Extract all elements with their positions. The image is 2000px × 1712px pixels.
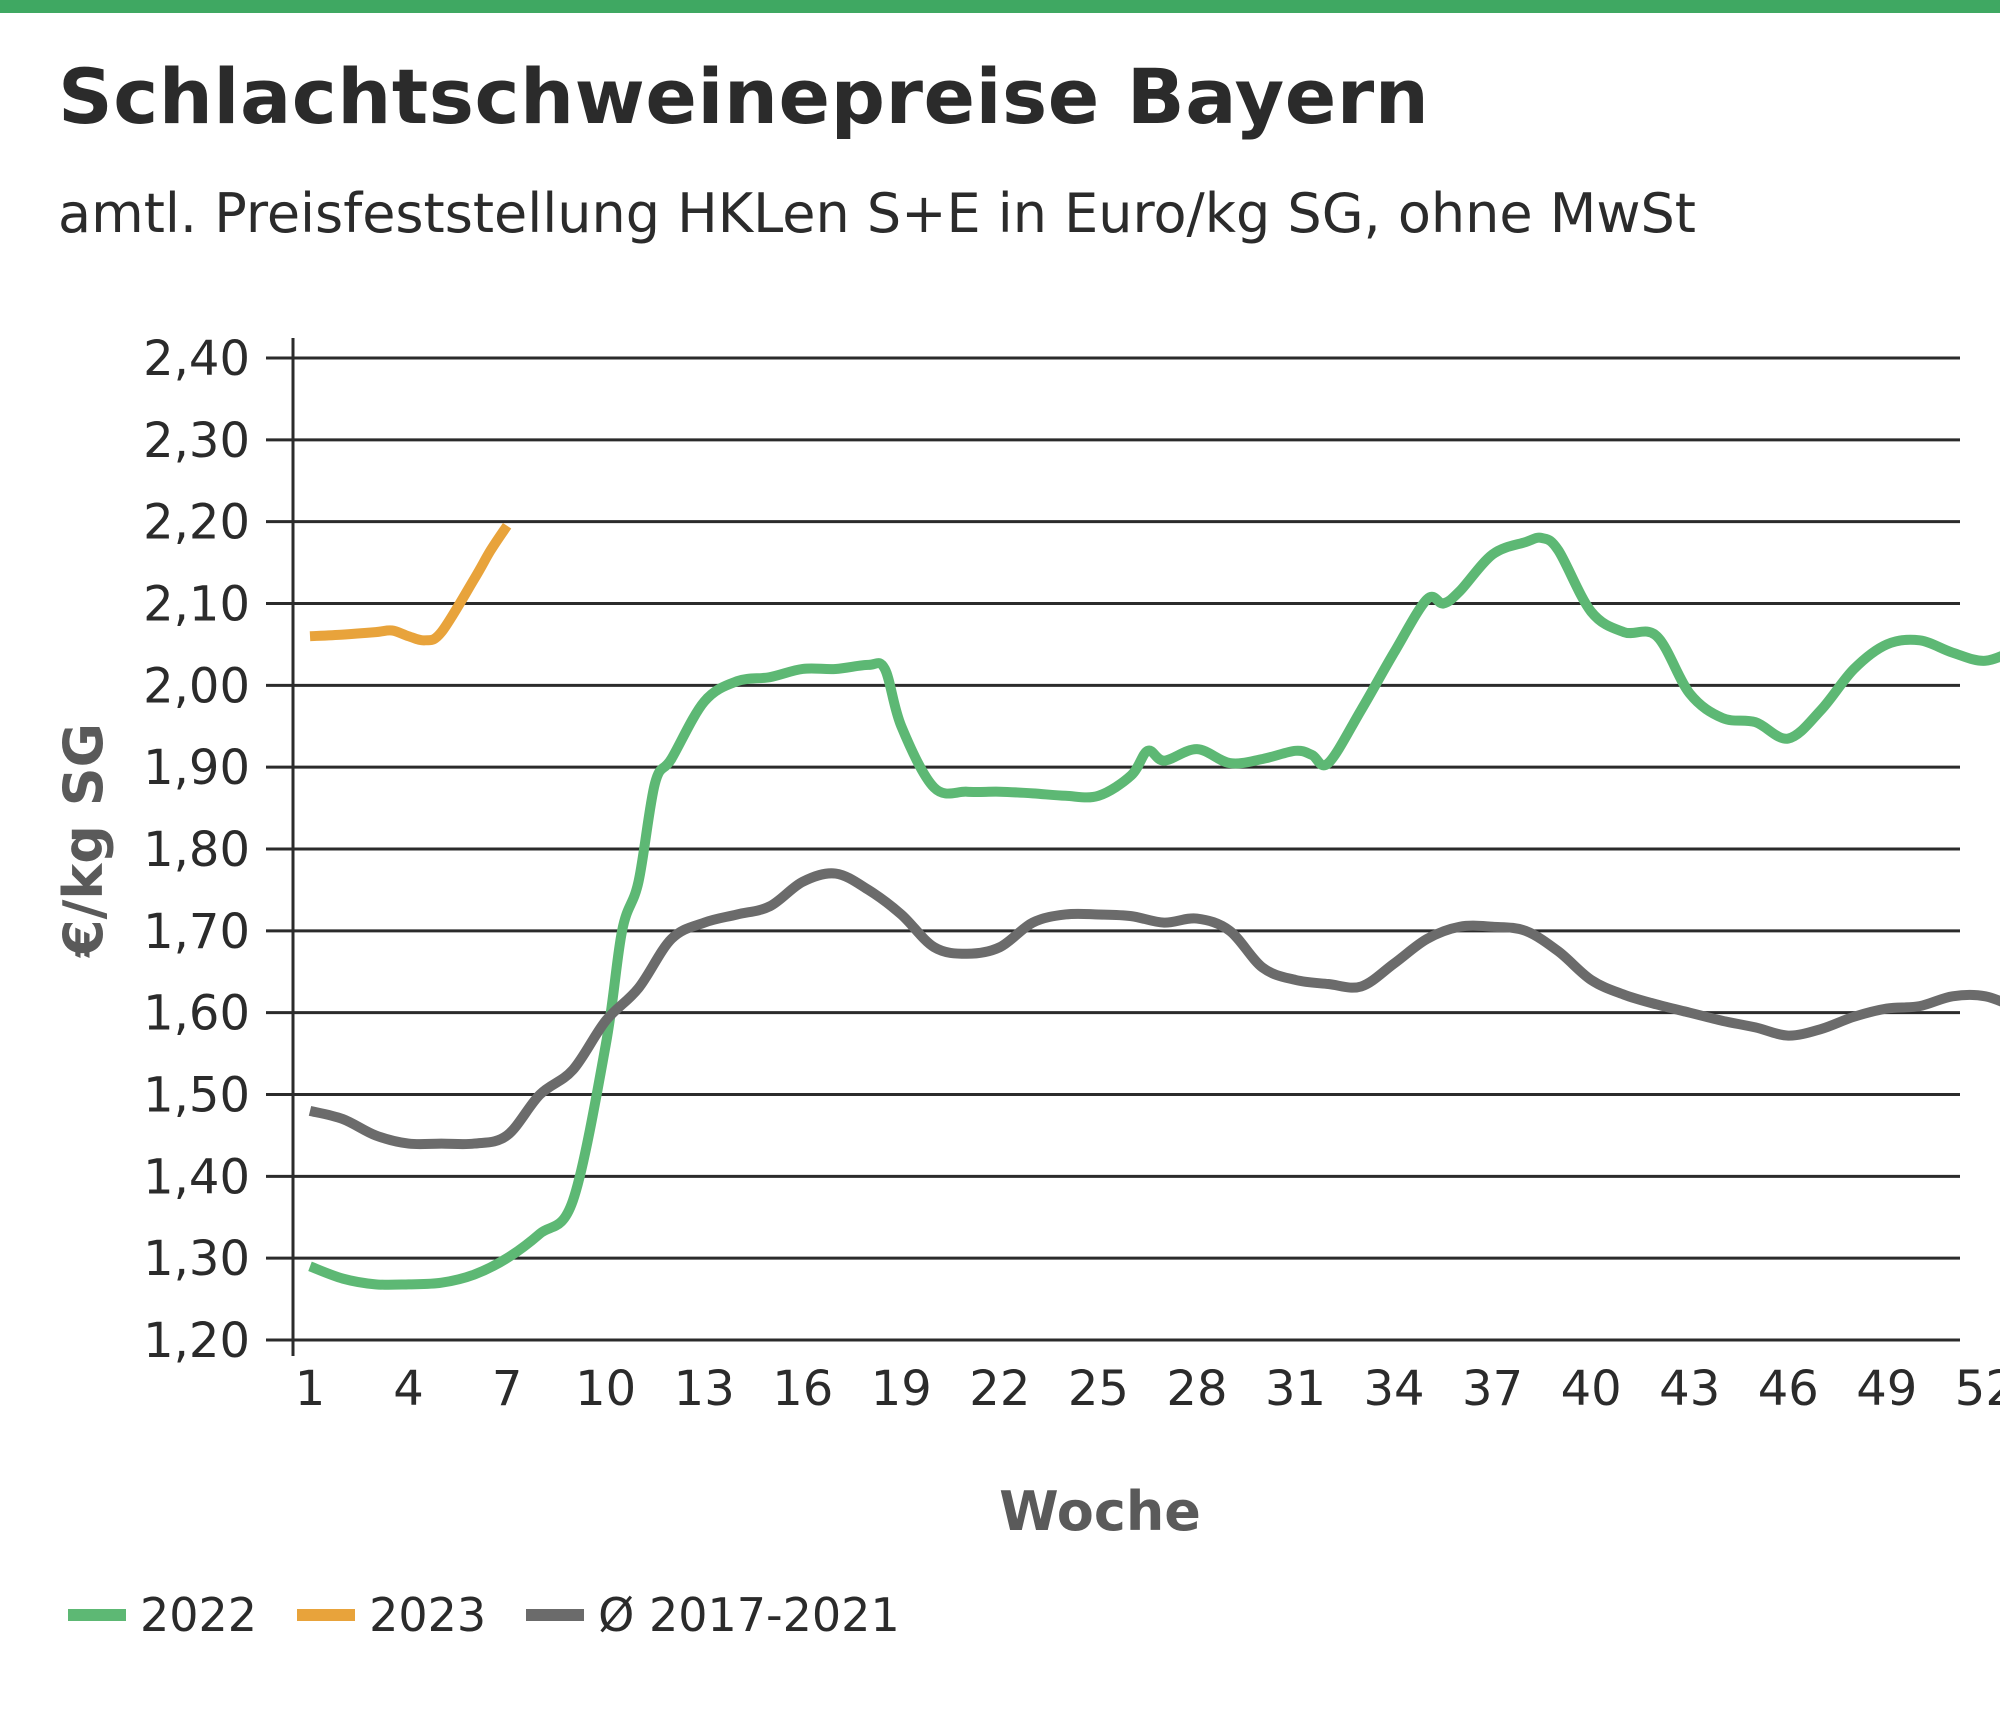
y-tick-label: 1,70	[143, 904, 250, 960]
legend-item-2022: 2022	[68, 1588, 257, 1642]
x-tick-label: 25	[1068, 1361, 1129, 1417]
legend-swatch-2023	[297, 1609, 356, 1621]
legend-label-2022: 2022	[140, 1588, 258, 1642]
x-tick-label: 1	[295, 1361, 326, 1417]
x-axis-label: Woche	[999, 1480, 1201, 1543]
x-tick-label: 52	[1955, 1361, 2000, 1417]
x-tick-labels: 1 4 7 10 13 16 19 22 25 28 31 34 37 40 43 46 49 52	[295, 1361, 2000, 1417]
y-axis-label: €/kg SG	[52, 723, 115, 959]
x-tick-label: 10	[575, 1361, 636, 1417]
y-tick-label: 1,80	[143, 822, 250, 878]
series-lines	[308, 522, 2000, 1290]
legend-swatch-2022	[68, 1609, 126, 1621]
y-tick-labels: 1,20 1,30 1,40 1,50 1,60 1,70 1,80 1,90 2,00 2,10…	[143, 331, 250, 1369]
y-tick-label: 2,30	[143, 413, 250, 469]
series-line-2022	[308, 532, 2000, 1290]
x-tick-label: 28	[1166, 1361, 1227, 1417]
top-accent-bar	[0, 0, 2000, 13]
legend-item-average: Ø 2017-2021	[526, 1588, 900, 1642]
series-line-average	[308, 868, 2000, 1150]
x-tick-label: 16	[772, 1361, 833, 1417]
legend-swatch-average	[526, 1609, 585, 1621]
y-tick-label: 1,60	[143, 986, 250, 1042]
x-tick-label: 4	[393, 1361, 424, 1417]
y-tick-label: 1,20	[143, 1313, 250, 1369]
legend-label-average: Ø 2017-2021	[598, 1588, 900, 1642]
x-tick-label: 46	[1758, 1361, 1819, 1417]
legend-item-2023: 2023	[297, 1588, 486, 1642]
chart-subtitle: amtl. Preisfeststellung HKLen S+E in Eur…	[58, 182, 1696, 245]
y-tick-label: 2,40	[143, 331, 250, 387]
y-tick-label: 2,20	[143, 495, 250, 551]
x-tick-label: 13	[674, 1361, 735, 1417]
gridlines	[293, 356, 1960, 1342]
series-line-2023	[309, 522, 512, 646]
x-tick-label: 31	[1265, 1361, 1326, 1417]
axes	[266, 338, 295, 1356]
x-tick-label: 37	[1462, 1361, 1523, 1417]
x-tick-label: 19	[871, 1361, 932, 1417]
x-tick-label: 22	[969, 1361, 1030, 1417]
legend-label-2023: 2023	[369, 1588, 487, 1642]
y-tick-label: 1,50	[143, 1068, 250, 1124]
y-tick-label: 2,00	[143, 658, 250, 714]
y-tick-label: 1,40	[143, 1149, 250, 1205]
x-tick-label: 7	[492, 1361, 523, 1417]
x-tick-label: 40	[1561, 1361, 1622, 1417]
y-tick-label: 1,30	[143, 1231, 250, 1287]
x-tick-label: 34	[1364, 1361, 1425, 1417]
x-tick-label: 49	[1856, 1361, 1917, 1417]
chart-title: Schlachtschweinepreise Bayern	[58, 52, 1430, 141]
legend: 2022 2023 Ø 2017-2021	[68, 1588, 900, 1642]
x-tick-label: 43	[1659, 1361, 1720, 1417]
y-tick-label: 2,10	[143, 577, 250, 633]
y-tick-label: 1,90	[143, 740, 250, 796]
